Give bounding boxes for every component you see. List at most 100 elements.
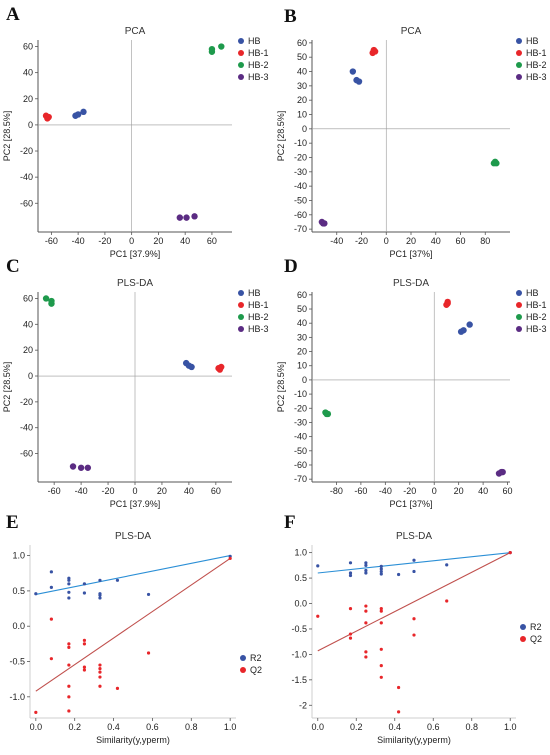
data-point-q2 xyxy=(115,686,120,690)
legend-label: HB-1 xyxy=(526,300,547,310)
x-tick-label: -40 xyxy=(379,486,392,496)
y-tick-label: 20 xyxy=(297,347,307,357)
y-tick-label: -50 xyxy=(294,446,307,456)
chart-panel-b: B PCA -40 -20 0 20 40 60 80 -70 -60 -50 -40 -30 -20 -10… xyxy=(276,6,547,259)
data-point-hb-3 xyxy=(321,220,328,227)
data-point-q2 xyxy=(364,604,368,608)
data-point-r2 xyxy=(412,569,416,574)
y-tick-label: 30 xyxy=(297,81,307,91)
data-point-r2 xyxy=(348,573,353,578)
data-point-hb-2 xyxy=(493,160,500,167)
data-point-q2 xyxy=(67,645,71,649)
y-tick-label: -70 xyxy=(294,474,307,484)
data-point-q2 xyxy=(397,685,401,690)
chart-title: PLS-DA xyxy=(117,278,153,289)
data-point-r2 xyxy=(364,571,368,575)
y-tick-label: 60 xyxy=(23,293,33,303)
chart-title: PLS-DA xyxy=(115,531,151,542)
y-tick-label: 50 xyxy=(297,52,307,62)
data-point-r2 xyxy=(67,596,71,600)
legend-label: Q2 xyxy=(250,665,262,675)
x-tick-label: 0 xyxy=(129,236,134,246)
panel-label: F xyxy=(284,512,296,533)
data-point-hb-2 xyxy=(208,45,216,53)
data-point-r2 xyxy=(412,558,416,562)
y-tick-label: -1.5 xyxy=(291,675,307,685)
data-point-hb-3 xyxy=(77,464,85,471)
legend-label: HB-1 xyxy=(248,300,269,310)
data-point-r2 xyxy=(49,570,53,574)
data-point-q2 xyxy=(364,655,368,659)
legend-label: HB-3 xyxy=(526,324,547,334)
data-point-r2 xyxy=(379,567,383,571)
y-tick-label: 40 xyxy=(297,67,307,77)
data-point-q2 xyxy=(379,647,383,651)
y-axis-label: PC2 [28.5%] xyxy=(2,111,12,162)
legend-label: HB-2 xyxy=(526,60,547,70)
data-point-r2 xyxy=(98,593,102,597)
chart-panel-d: D PLS-DA -80 -60 -40 -20 0 20 40 60 -70 -60 -50 -40 -3… xyxy=(276,256,547,509)
y-tick-label: 20 xyxy=(23,345,33,355)
legend-marker xyxy=(238,314,244,320)
data-point-r2 xyxy=(364,568,368,573)
chart-panel-f: F PLS-DA 0.0 0.2 0.4 0.6 0.8 1.0 -2 -1.5 -1.0 -0.5 0… xyxy=(284,512,542,745)
chart-title: PLS-DA xyxy=(396,531,432,542)
regression-line-r2 xyxy=(35,555,231,595)
y-tick-label: -20 xyxy=(20,397,33,407)
data-point-q2 xyxy=(67,684,71,688)
legend-label: HB xyxy=(526,36,539,46)
y-tick-label: -40 xyxy=(294,181,307,191)
y-tick-label: -2 xyxy=(299,700,307,710)
y-tick-label: -20 xyxy=(294,152,307,162)
legend-label: HB xyxy=(248,288,261,298)
chart-title: PCA xyxy=(401,26,422,37)
x-tick-label: 0.2 xyxy=(68,722,81,732)
x-tick-label: 0.8 xyxy=(185,722,198,732)
data-point-r2 xyxy=(364,563,368,567)
data-point-hb-1 xyxy=(371,48,379,55)
chart-panel-e: E PLS-DA 0.0 0.2 0.4 0.6 0.8 1.0 -1.0 -0.5 0.0 0.5 1… xyxy=(6,512,262,745)
legend-label: HB-3 xyxy=(248,72,269,82)
x-tick-label: -20 xyxy=(102,486,115,496)
y-tick-label: 20 xyxy=(297,95,307,105)
y-tick-label: -50 xyxy=(294,195,307,205)
x-tick-label: 60 xyxy=(503,486,513,496)
x-tick-label: -20 xyxy=(403,486,416,496)
x-tick-label: 60 xyxy=(455,236,465,246)
data-point-hb xyxy=(80,108,87,116)
data-point-q2 xyxy=(364,609,368,613)
y-tick-label: -60 xyxy=(20,449,33,459)
x-tick-label: 0 xyxy=(432,486,437,496)
legend-marker xyxy=(240,655,246,661)
chart-panel-a: A PCA -60 -40 -20 0 20 40 60 -60 -40 -20 0 20 40 60 PC1 … xyxy=(2,4,269,259)
y-tick-label: 0.5 xyxy=(12,586,25,596)
legend-marker xyxy=(238,326,244,332)
y-tick-label: 30 xyxy=(297,332,307,342)
x-tick-label: 1.0 xyxy=(504,722,517,732)
x-tick-label: 0.8 xyxy=(465,722,478,732)
data-point-hb-3 xyxy=(183,214,190,221)
x-tick-label: 20 xyxy=(157,486,167,496)
data-point-q2 xyxy=(67,663,71,667)
data-point-hb xyxy=(185,362,193,369)
y-tick-label: 1.0 xyxy=(12,551,25,561)
data-point-hb-2 xyxy=(324,410,332,418)
y-tick-label: -1.0 xyxy=(9,692,25,702)
data-point-r2 xyxy=(379,572,383,576)
legend-marker xyxy=(516,74,522,80)
legend-label: HB xyxy=(526,288,539,298)
x-tick-label: 40 xyxy=(180,236,190,246)
data-point-r2 xyxy=(115,578,120,582)
y-tick-label: 40 xyxy=(23,68,33,78)
x-axis-label: PC1 [37.9%] xyxy=(110,499,161,509)
data-point-r2 xyxy=(67,582,71,586)
data-point-q2 xyxy=(49,617,53,621)
x-tick-label: 0 xyxy=(384,236,389,246)
legend-marker xyxy=(516,290,522,296)
data-point-q2 xyxy=(49,657,53,661)
data-point-q2 xyxy=(379,663,383,668)
regression-line-r2 xyxy=(317,552,511,574)
data-point-q2 xyxy=(348,636,353,640)
legend-label: R2 xyxy=(530,622,542,632)
